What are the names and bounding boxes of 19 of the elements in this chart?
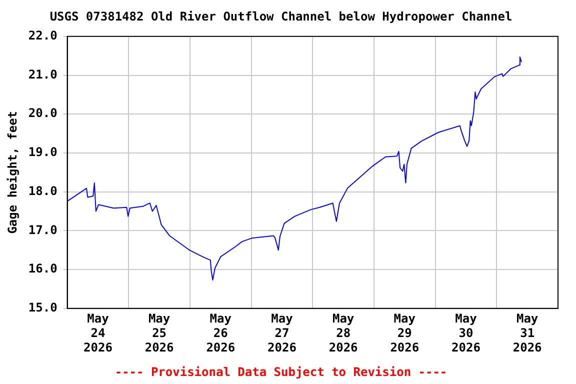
y-tick-label: 17.0 — [28, 222, 58, 237]
y-axis-title: Gage height, feet — [5, 110, 20, 234]
x-tick-label: May 30 2026 — [452, 312, 480, 355]
text: ---- Provisional Data Subject to Revision ---- — [114, 364, 448, 379]
x-tick-label: May 29 2026 — [390, 312, 420, 355]
y-tick-label: 18.0 — [28, 184, 58, 198]
y-tick-label: 16.0 — [28, 262, 58, 276]
chart-title: USGS 07381482 Old River Outflow Channel below Hydropower Channel — [50, 9, 512, 24]
y-tick-label: 20.0 — [28, 106, 58, 120]
y-tick-label: 15.0 — [28, 300, 58, 315]
y-tick-label: 19.0 — [28, 145, 58, 160]
x-tick-label: May 25 2026 — [144, 312, 174, 355]
x-tick-label: May 31 2026 — [512, 312, 542, 355]
x-tick-label: May 24 2026 — [84, 312, 112, 355]
y-tick-label: 21.0 — [28, 67, 58, 82]
x-tick-label: May 28 2026 — [328, 312, 358, 355]
y-tick-label: 22.0 — [28, 28, 58, 43]
x-tick-label: May 27 2026 — [268, 312, 296, 355]
x-tick-label: May 26 2026 — [206, 312, 236, 355]
